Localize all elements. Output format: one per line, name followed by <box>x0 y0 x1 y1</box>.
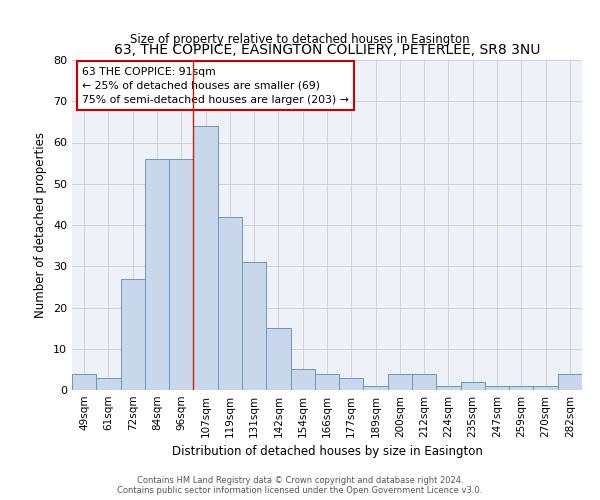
Bar <box>412 374 436 390</box>
Bar <box>242 262 266 390</box>
Bar <box>169 159 193 390</box>
Bar <box>145 159 169 390</box>
Bar <box>315 374 339 390</box>
Text: Size of property relative to detached houses in Easington: Size of property relative to detached ho… <box>130 32 470 46</box>
Bar <box>509 386 533 390</box>
Bar <box>266 328 290 390</box>
Bar <box>339 378 364 390</box>
Bar <box>121 278 145 390</box>
Y-axis label: Number of detached properties: Number of detached properties <box>34 132 47 318</box>
Bar <box>533 386 558 390</box>
Bar <box>558 374 582 390</box>
X-axis label: Distribution of detached houses by size in Easington: Distribution of detached houses by size … <box>172 446 482 458</box>
Bar <box>364 386 388 390</box>
Bar <box>436 386 461 390</box>
Bar <box>72 374 96 390</box>
Bar <box>290 370 315 390</box>
Bar <box>388 374 412 390</box>
Bar <box>485 386 509 390</box>
Text: 63 THE COPPICE: 91sqm
← 25% of detached houses are smaller (69)
75% of semi-deta: 63 THE COPPICE: 91sqm ← 25% of detached … <box>82 66 349 104</box>
Bar <box>218 217 242 390</box>
Bar <box>96 378 121 390</box>
Title: 63, THE COPPICE, EASINGTON COLLIERY, PETERLEE, SR8 3NU: 63, THE COPPICE, EASINGTON COLLIERY, PET… <box>114 44 540 58</box>
Text: Contains HM Land Registry data © Crown copyright and database right 2024.
Contai: Contains HM Land Registry data © Crown c… <box>118 476 482 495</box>
Bar <box>193 126 218 390</box>
Bar <box>461 382 485 390</box>
